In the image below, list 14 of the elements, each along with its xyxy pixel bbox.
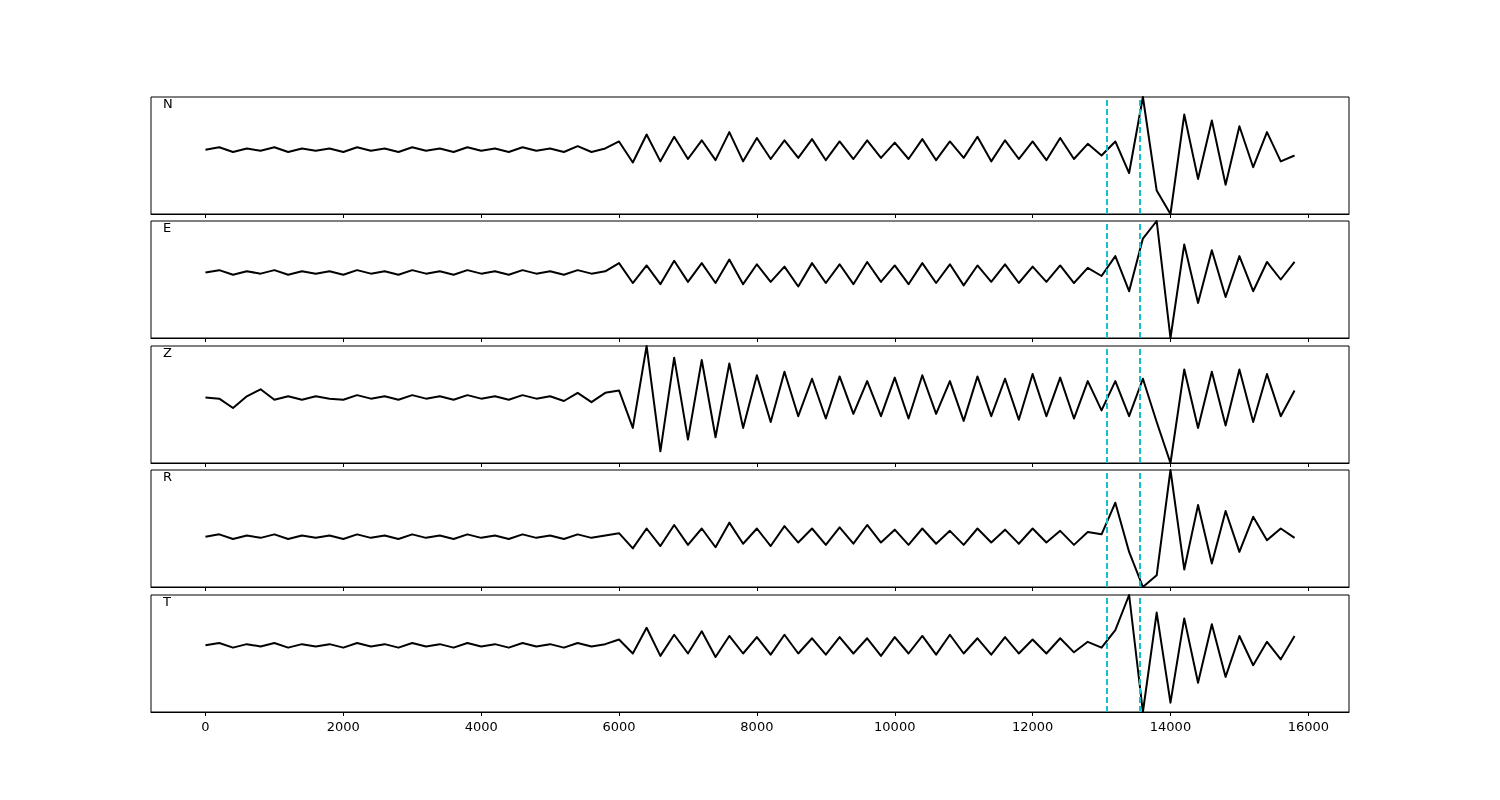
x-tick-label: 0 xyxy=(201,719,210,734)
x-tick-label: 12000 xyxy=(1011,719,1054,734)
chart-title: N xyxy=(163,96,173,111)
x-tick-label: 4000 xyxy=(464,719,498,734)
x-tick-label: 14000 xyxy=(1149,719,1192,734)
chart-title: R xyxy=(163,469,173,484)
x-tick-label: 10000 xyxy=(874,719,916,734)
x-tick-label: 8000 xyxy=(740,719,774,734)
chart-title: Z xyxy=(163,345,172,360)
x-tick-label: 2000 xyxy=(326,719,360,734)
x-tick-label: 6000 xyxy=(602,719,636,734)
chart-title: E xyxy=(163,220,172,235)
chart-title: T xyxy=(162,594,171,609)
x-tick-label: 16000 xyxy=(1287,719,1330,734)
